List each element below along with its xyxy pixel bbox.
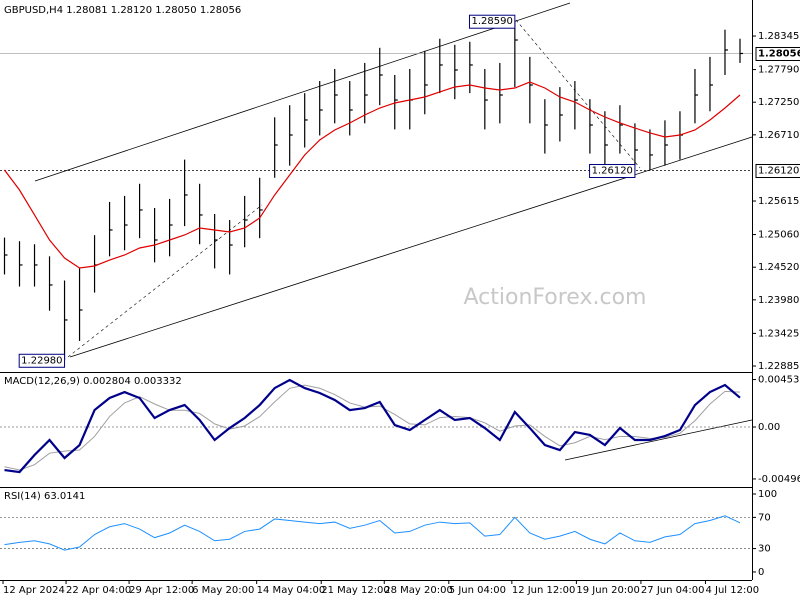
- label-box: [18, 353, 66, 368]
- price-annotation: 1.22980: [21, 355, 62, 366]
- y-tick-label: 1.27250: [758, 97, 799, 108]
- y-tick-label: 1.27790: [758, 65, 799, 76]
- label-box: [755, 163, 800, 178]
- label-box: [589, 163, 636, 178]
- y-tick-label: 1.25060: [758, 230, 799, 241]
- x-tick-label: 22 Apr 04:00: [66, 585, 131, 596]
- x-tick-label: 14 May 04:00: [257, 585, 326, 596]
- x-tick-label: 29 Apr 12:00: [129, 585, 194, 596]
- x-tick-label: 28 May 20:00: [384, 585, 453, 596]
- y-tick-label: 0: [758, 567, 764, 578]
- level-label: 1.26120: [758, 165, 799, 176]
- x-tick-label: 21 May 12:00: [321, 585, 390, 596]
- y-tick-label: 1.23980: [758, 295, 799, 306]
- indicator-line: [4, 378, 741, 474]
- label-box: [755, 46, 800, 61]
- indicator-line: [4, 384, 741, 471]
- channel-line: [69, 136, 753, 358]
- y-tick-label: 0.00: [758, 422, 780, 433]
- y-tick-label: -0.00496: [758, 474, 800, 485]
- channel-line: [34, 2, 571, 182]
- y-tick-label: 100: [758, 489, 777, 500]
- y-tick-label: 0.004533: [758, 375, 800, 386]
- x-tick-label: 5 Jun 04:00: [449, 585, 506, 596]
- last-price-label: 1.28056: [758, 48, 800, 59]
- y-tick-label: 1.25615: [758, 196, 799, 207]
- y-tick-label: 1.24520: [758, 262, 799, 273]
- rsi-title: RSI(14) 63.0141: [4, 491, 85, 502]
- price-annotation: 1.28590: [471, 16, 512, 27]
- chart-title: GBPUSD,H4 1.28081 1.28120 1.28050 1.2805…: [4, 5, 241, 16]
- macd-title: MACD(12,26,9) 0.002804 0.003332: [4, 376, 182, 387]
- x-tick-label: 6 May 20:00: [192, 585, 254, 596]
- y-tick-label: 30: [758, 544, 771, 555]
- price-annotation: 1.26120: [592, 165, 633, 176]
- y-tick-label: 1.22885: [758, 361, 799, 372]
- x-tick-label: 19 Jun 20:00: [576, 585, 640, 596]
- y-tick-label: 70: [758, 512, 771, 523]
- x-tick-label: 12 Jun 12:00: [512, 585, 576, 596]
- x-tick-label: 12 Apr 2024: [3, 585, 65, 596]
- fib-line: [515, 19, 641, 169]
- watermark: ActionForex.com: [464, 285, 647, 310]
- y-tick-label: 1.28345: [758, 31, 799, 42]
- y-tick-label: 1.23425: [758, 328, 799, 339]
- label-box: [468, 14, 516, 29]
- x-tick-label: 4 Jul 12:00: [705, 585, 759, 596]
- x-tick-label: 27 Jun 04:00: [641, 585, 705, 596]
- y-tick-label: 1.26710: [758, 130, 799, 141]
- indicator-line: [4, 515, 741, 551]
- moving-average: [4, 81, 741, 269]
